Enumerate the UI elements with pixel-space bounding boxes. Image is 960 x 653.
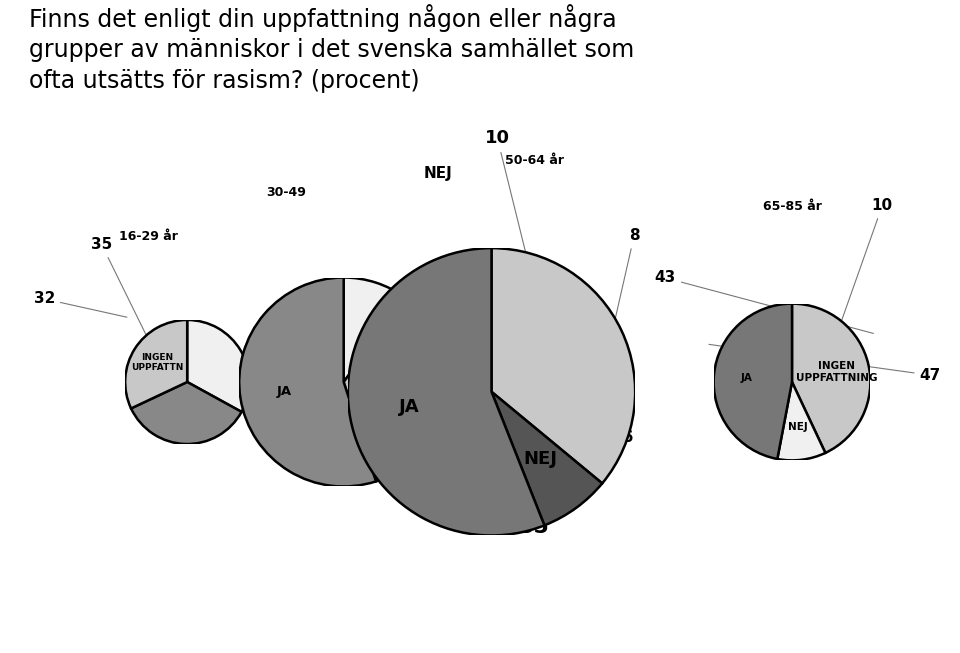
Text: 47: 47 bbox=[708, 344, 941, 383]
Text: HISTORIA: HISTORIA bbox=[72, 639, 108, 645]
Text: 43: 43 bbox=[655, 270, 874, 334]
Text: 8: 8 bbox=[581, 229, 639, 470]
Bar bbox=[11, 603, 29, 641]
Wedge shape bbox=[125, 320, 187, 408]
Text: FORUM: FORUM bbox=[72, 606, 100, 612]
Wedge shape bbox=[492, 392, 602, 526]
Wedge shape bbox=[492, 248, 636, 483]
Text: 56: 56 bbox=[384, 363, 634, 445]
Wedge shape bbox=[239, 278, 376, 486]
Text: 30-49: 30-49 bbox=[266, 187, 306, 199]
Wedge shape bbox=[132, 382, 242, 444]
Text: FÖR: FÖR bbox=[72, 618, 87, 625]
Wedge shape bbox=[348, 248, 544, 535]
Wedge shape bbox=[344, 278, 405, 382]
Text: LEVANDE: LEVANDE bbox=[72, 628, 107, 634]
Text: 50-64 år: 50-64 år bbox=[505, 154, 564, 167]
Wedge shape bbox=[187, 320, 250, 412]
Text: INGEN
UPPFATTNING: INGEN UPPFATTNING bbox=[351, 377, 455, 406]
Text: JA: JA bbox=[399, 398, 420, 417]
Text: INGEN
UPPFATTNING: INGEN UPPFATTNING bbox=[796, 361, 877, 383]
Bar bbox=[11, 628, 58, 641]
Text: NEJ: NEJ bbox=[523, 450, 558, 468]
Text: NEJ: NEJ bbox=[788, 422, 807, 432]
Text: NEJ: NEJ bbox=[423, 165, 452, 180]
Text: Finns det enligt din uppfattning någon eller några
grupper av människor i det sv: Finns det enligt din uppfattning någon e… bbox=[29, 4, 634, 93]
Text: 16-29 år: 16-29 år bbox=[119, 231, 179, 244]
Text: 55: 55 bbox=[346, 388, 549, 537]
Text: JA: JA bbox=[276, 385, 292, 398]
Wedge shape bbox=[778, 382, 826, 460]
Wedge shape bbox=[792, 304, 871, 453]
Text: JA: JA bbox=[741, 373, 753, 383]
Text: INGEN
UPPFATTN: INGEN UPPFATTN bbox=[131, 353, 183, 372]
Text: 35: 35 bbox=[91, 237, 183, 411]
Text: 65-85 år: 65-85 år bbox=[762, 200, 822, 214]
Text: 32: 32 bbox=[34, 291, 127, 317]
Wedge shape bbox=[344, 298, 448, 481]
Wedge shape bbox=[713, 304, 792, 459]
Text: 10: 10 bbox=[485, 129, 580, 470]
Text: 10: 10 bbox=[804, 199, 893, 428]
